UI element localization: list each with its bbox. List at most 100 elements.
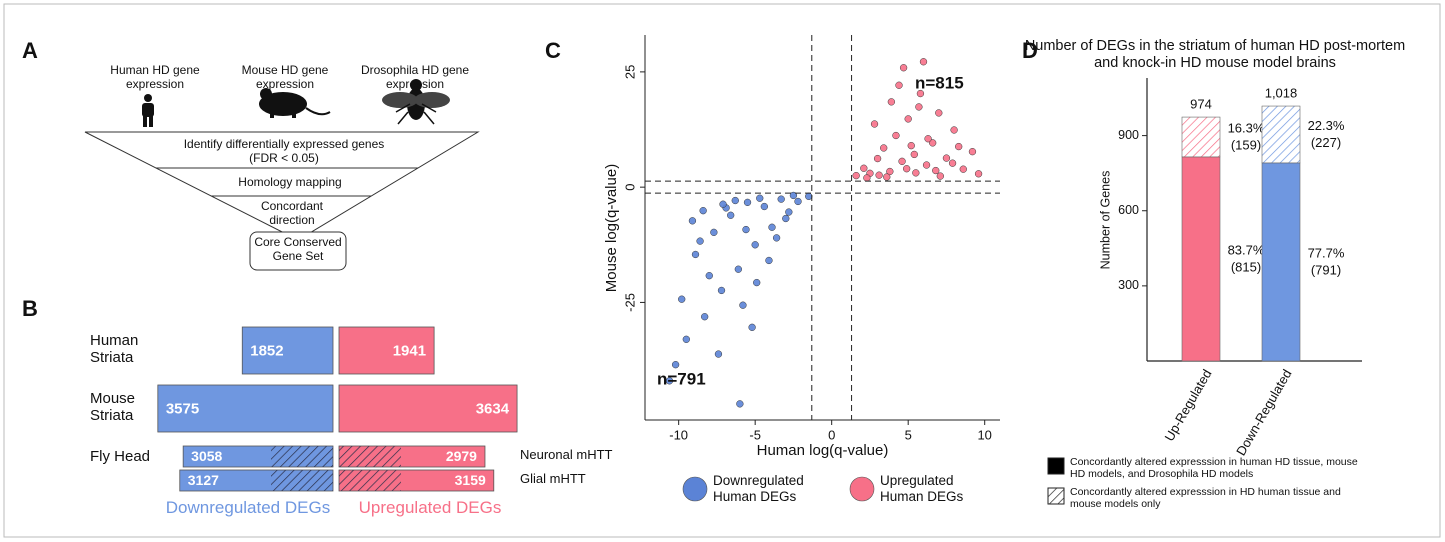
point (789, 191, 798, 200)
x-tick-label: Down-Regulated (1233, 367, 1294, 458)
hatch-overlay (339, 470, 401, 491)
bar (241, 326, 334, 375)
point (935, 109, 943, 117)
point (671, 361, 680, 369)
panel-label: D (1022, 38, 1038, 63)
point (955, 142, 963, 151)
point (929, 139, 937, 147)
point (875, 171, 883, 179)
x-tick-label: 0 (828, 427, 835, 442)
y-tick-label: 0 (622, 184, 637, 191)
hatch-overlay (271, 470, 333, 491)
point (736, 400, 744, 408)
point (950, 126, 958, 134)
bar-segment (1261, 162, 1301, 362)
point (748, 323, 756, 331)
bar-value-label: 3634 (476, 400, 510, 417)
x-tick-label: Up-Regulated (1161, 367, 1214, 444)
bar-value-label: 3575 (166, 400, 199, 417)
bar-segment (1261, 105, 1301, 164)
total-label: 1,018 (1265, 85, 1298, 100)
point (870, 120, 879, 128)
point (731, 196, 739, 205)
result-label: Core Conserved Gene Set (254, 235, 342, 263)
point (912, 169, 920, 177)
point (705, 272, 713, 280)
point (665, 377, 674, 385)
point (974, 170, 983, 178)
row-label: Neuronal mHTT (520, 447, 613, 462)
x-tick-label: -5 (749, 427, 761, 442)
legend-label: Upregulated Human DEGs (880, 473, 964, 504)
point (688, 217, 697, 225)
annotation: n=791 (657, 369, 706, 388)
panel-label: C (545, 38, 561, 63)
source-label: Human HD gene expression (110, 63, 200, 91)
point (734, 265, 742, 273)
point (880, 144, 888, 152)
result-box (249, 231, 347, 271)
point (915, 103, 923, 111)
count-label: (159) (1231, 137, 1261, 152)
total-label: 974 (1190, 97, 1212, 112)
annotation: n=815 (915, 73, 964, 92)
point (727, 211, 735, 219)
legend-label: Upregulated DEGs (358, 498, 502, 517)
point (863, 174, 871, 182)
point (772, 234, 781, 242)
count-label: (227) (1311, 135, 1341, 150)
point (739, 301, 747, 309)
count-label: (791) (1311, 262, 1341, 277)
point (777, 195, 785, 203)
category-label: Mouse Striata (90, 389, 136, 424)
y-tick-label: 25 (622, 65, 637, 79)
point (714, 350, 723, 358)
point (699, 207, 707, 215)
legend-swatch (682, 476, 708, 502)
legend-swatch (849, 476, 875, 502)
bar (157, 384, 334, 433)
point (710, 228, 718, 236)
y-tick-label: 300 (1118, 278, 1139, 292)
point (886, 167, 894, 176)
panel-label: B (22, 296, 38, 321)
y-tick-label: -25 (622, 293, 637, 312)
point (883, 173, 891, 181)
y-tick-label: 900 (1118, 128, 1139, 142)
y-axis-title: Mouse log(q-value) (603, 164, 620, 292)
point (696, 237, 704, 245)
bar-value-label: 1852 (250, 342, 283, 359)
point (794, 197, 802, 206)
step-label: Homology mapping (238, 175, 342, 189)
bar-value-label: 1941 (393, 342, 426, 359)
point (742, 225, 750, 234)
point (948, 159, 957, 167)
percent-label: 77.7% (1308, 245, 1345, 260)
point (924, 135, 932, 143)
count-label: (815) (1231, 259, 1261, 274)
chart-title: Number of DEGs in the striatum of human … (1024, 38, 1406, 71)
percent-label: 22.3% (1308, 118, 1345, 133)
point (903, 165, 911, 173)
legend-swatch (1047, 487, 1065, 505)
bar (338, 384, 518, 433)
bar-value-label: 3159 (455, 472, 486, 488)
point (782, 214, 790, 223)
point (765, 256, 773, 265)
x-axis-title: Human log(q-value) (757, 442, 889, 459)
point (691, 250, 700, 259)
point (860, 164, 868, 172)
bar-segment (1181, 156, 1221, 362)
row-label: Glial mHTT (520, 471, 586, 486)
point (753, 278, 761, 287)
point (968, 148, 977, 156)
x-tick-label: 10 (977, 427, 991, 442)
human-icon (142, 94, 154, 127)
point (919, 58, 928, 66)
bar-value-label: 3127 (188, 472, 219, 488)
point (717, 286, 726, 295)
y-tick-label: 600 (1118, 203, 1139, 217)
y-axis-title: Number of Genes (1098, 171, 1112, 270)
legend-label: Concordantly altered expresssion in huma… (1070, 456, 1358, 481)
